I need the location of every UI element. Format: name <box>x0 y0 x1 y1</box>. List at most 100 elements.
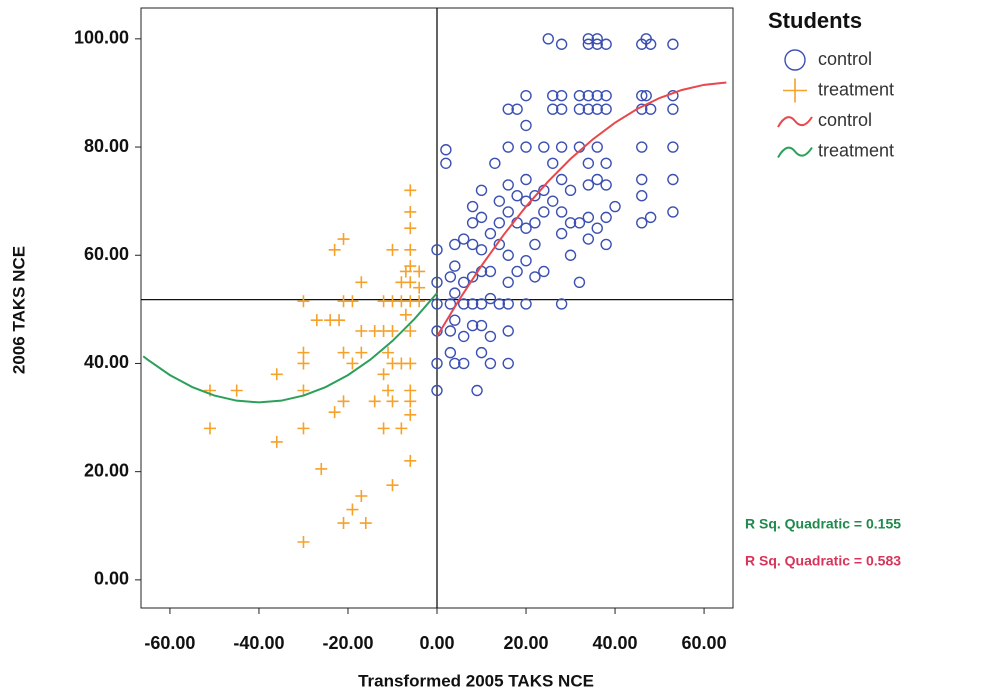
point <box>404 454 417 467</box>
fit-line <box>142 292 438 404</box>
point <box>328 406 341 419</box>
point <box>582 233 595 245</box>
point <box>502 103 514 115</box>
point <box>230 384 243 397</box>
point <box>382 346 395 359</box>
y-tick-label: 40.00 <box>84 352 129 372</box>
point <box>542 33 554 45</box>
point <box>555 89 568 102</box>
x-tick-label: 40.00 <box>593 633 638 653</box>
point <box>564 184 577 197</box>
point <box>475 211 488 224</box>
point <box>564 217 577 229</box>
x-tick-label: -60.00 <box>144 633 195 653</box>
point <box>333 314 346 327</box>
point <box>520 222 532 234</box>
point <box>511 265 523 278</box>
point <box>297 422 310 435</box>
point <box>458 298 470 310</box>
point <box>458 276 470 289</box>
point <box>466 319 479 332</box>
point <box>502 179 514 191</box>
point <box>404 395 417 408</box>
point <box>484 357 497 370</box>
point <box>404 243 417 256</box>
point <box>547 157 559 169</box>
y-tick-label: 60.00 <box>84 244 129 264</box>
point <box>466 271 479 283</box>
point <box>404 324 417 337</box>
point <box>404 357 417 370</box>
y-tick-label: 20.00 <box>84 460 129 480</box>
point <box>315 462 328 475</box>
point <box>404 260 417 273</box>
legend-line <box>777 146 813 158</box>
point <box>636 190 648 202</box>
annotation: R Sq. Quadratic = 0.583 <box>745 553 901 569</box>
point <box>636 141 648 153</box>
point <box>600 211 612 224</box>
point <box>591 141 603 153</box>
legend-label: control <box>818 49 872 69</box>
point <box>466 200 479 213</box>
legend-title: Students <box>768 8 862 33</box>
point <box>591 222 603 234</box>
point <box>667 141 679 153</box>
point <box>440 144 452 156</box>
fit-line <box>436 81 727 337</box>
point <box>355 324 368 337</box>
point <box>297 357 310 370</box>
point <box>404 276 417 289</box>
point <box>511 103 523 115</box>
point <box>591 103 603 115</box>
point <box>511 190 523 202</box>
point <box>328 243 341 256</box>
point <box>573 103 586 115</box>
point <box>404 222 417 235</box>
y-tick-label: 80.00 <box>84 136 129 156</box>
legend-label: treatment <box>818 140 894 160</box>
point <box>591 33 603 45</box>
point <box>493 195 506 207</box>
point <box>538 206 550 218</box>
legend-label: treatment <box>818 79 894 99</box>
point <box>337 517 350 530</box>
point <box>502 325 514 337</box>
point <box>413 265 426 278</box>
point <box>636 89 648 102</box>
point <box>297 295 310 308</box>
point <box>529 238 541 251</box>
point <box>591 89 603 102</box>
point <box>484 227 497 240</box>
point <box>337 395 350 408</box>
point <box>395 422 408 435</box>
point <box>555 141 568 153</box>
point <box>555 298 568 310</box>
point <box>600 238 612 251</box>
point <box>600 89 612 102</box>
point <box>538 265 550 278</box>
point <box>458 233 470 245</box>
point <box>346 295 359 308</box>
point <box>449 287 461 299</box>
point <box>297 535 310 548</box>
point <box>359 517 372 530</box>
y-tick-label: 100.00 <box>74 28 129 48</box>
point <box>582 38 595 50</box>
point <box>582 103 595 115</box>
point <box>484 330 497 343</box>
point <box>600 179 612 191</box>
x-tick-label: 20.00 <box>503 633 548 653</box>
point <box>547 103 559 115</box>
point <box>475 244 488 256</box>
point <box>502 249 514 261</box>
point <box>538 141 550 153</box>
point <box>475 298 488 310</box>
point <box>458 357 470 370</box>
point <box>466 298 479 310</box>
point <box>382 384 395 397</box>
point <box>270 368 283 381</box>
point <box>404 205 417 218</box>
point <box>600 157 612 169</box>
point <box>573 217 586 229</box>
